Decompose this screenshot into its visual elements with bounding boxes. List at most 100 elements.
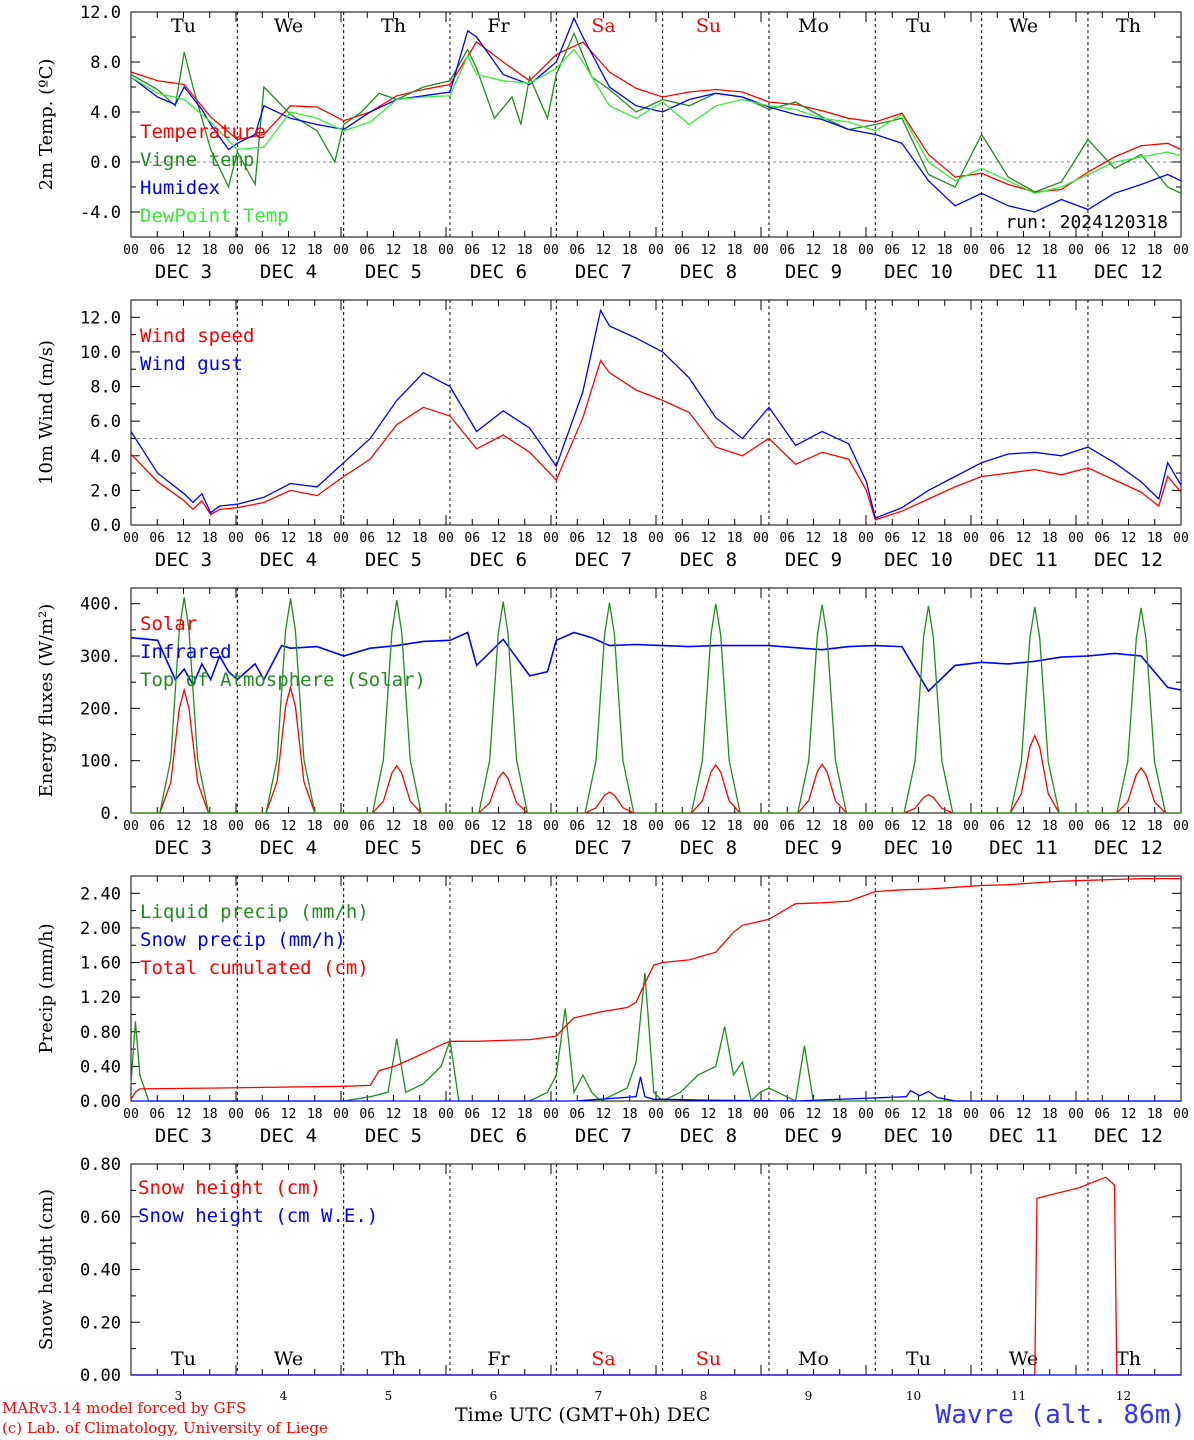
- hour-label: 06: [884, 243, 900, 258]
- hour-label: 06: [359, 243, 375, 258]
- hour-label: 18: [307, 531, 323, 546]
- legend-entry: Total cumulated (cm): [140, 957, 369, 979]
- hour-label: 06: [1094, 243, 1110, 258]
- hour-label: 00: [123, 819, 139, 834]
- date-label: DEC 9: [785, 549, 842, 571]
- date-label: DEC 6: [470, 1125, 527, 1147]
- date-label: DEC 5: [365, 1125, 422, 1147]
- date-label: DEC 10: [884, 837, 953, 859]
- series-line-snow-precip-mm-h-: [131, 1076, 1181, 1102]
- hour-label: 06: [254, 1107, 270, 1122]
- date-label: DEC 10: [884, 1125, 953, 1147]
- hour-label: 06: [884, 531, 900, 546]
- hour-label: 12: [596, 1107, 612, 1122]
- y-tick-label: 300.: [80, 647, 121, 667]
- y-tick-label: 12.0: [80, 3, 121, 23]
- hour-label: 12: [911, 243, 927, 258]
- date-label: DEC 11: [989, 549, 1058, 571]
- hour-label: 00: [228, 243, 244, 258]
- hour-label: 18: [622, 1107, 638, 1122]
- series-line-temperature: [130, 41, 1182, 193]
- hour-label: 18: [622, 243, 638, 258]
- y-tick-label: 0.80: [80, 1155, 121, 1175]
- hour-label: 18: [1042, 1107, 1058, 1122]
- hour-label: 12: [281, 1107, 297, 1122]
- day-name: Tu: [906, 1348, 931, 1370]
- day-name: We: [274, 15, 303, 37]
- y-axis-label: 2m Temp. (ºC): [36, 59, 57, 191]
- y-tick-label: 0.0: [90, 153, 121, 173]
- hour-label: 00: [858, 1107, 874, 1122]
- date-label: DEC 7: [575, 261, 632, 283]
- hour-label: 12: [806, 1107, 822, 1122]
- hour-label: 00: [438, 819, 454, 834]
- date-label: DEC 11: [989, 837, 1058, 859]
- hour-label: 00: [123, 243, 139, 258]
- date-label: DEC 8: [680, 549, 737, 571]
- date-label: DEC 9: [785, 837, 842, 859]
- hour-label: 12: [1121, 1107, 1137, 1122]
- y-tick-label: -4.0: [80, 203, 121, 223]
- legend-entry: Wind speed: [140, 325, 254, 347]
- day-name: We: [1009, 15, 1038, 37]
- hour-label: 18: [832, 531, 848, 546]
- day-number: 9: [805, 1389, 813, 1403]
- day-name: Su: [696, 1348, 721, 1370]
- hour-label: 12: [491, 243, 507, 258]
- hour-label: 06: [989, 1107, 1005, 1122]
- date-label: DEC 8: [680, 261, 737, 283]
- hour-label: 18: [412, 531, 428, 546]
- day-name: Fr: [487, 1348, 510, 1370]
- hour-label: 00: [1173, 243, 1189, 258]
- series-line-dewpoint-temp: [130, 48, 1182, 194]
- hour-label: 12: [701, 819, 717, 834]
- y-tick-label: 0.40: [80, 1057, 121, 1077]
- hour-label: 12: [281, 243, 297, 258]
- legend-entry: Vigne temp: [140, 149, 254, 171]
- hour-label: 06: [674, 243, 690, 258]
- legend-entry: Snow precip (mm/h): [140, 929, 346, 951]
- hour-label: 06: [884, 1107, 900, 1122]
- hour-label: 18: [937, 1107, 953, 1122]
- hour-label: 06: [254, 531, 270, 546]
- y-tick-label: 0.40: [80, 1261, 121, 1281]
- date-label: DEC 3: [155, 549, 212, 571]
- y-axis-label: Energy fluxes (W/m²): [36, 604, 57, 798]
- hour-label: 06: [989, 531, 1005, 546]
- hour-label: 06: [149, 1107, 165, 1122]
- hour-label: 00: [753, 819, 769, 834]
- day-number: 4: [280, 1389, 288, 1403]
- hour-label: 00: [1173, 1107, 1189, 1122]
- hour-label: 06: [464, 819, 480, 834]
- hour-label: 18: [1042, 243, 1058, 258]
- y-axis-label: Snow height (cm): [36, 1189, 57, 1350]
- date-label: DEC 3: [155, 261, 212, 283]
- hour-label: 00: [648, 243, 664, 258]
- day-name: We: [274, 1348, 303, 1370]
- hour-label: 18: [412, 1107, 428, 1122]
- date-label: DEC 4: [260, 549, 317, 571]
- day-number: 12: [1116, 1389, 1131, 1403]
- hour-label: 12: [176, 1107, 192, 1122]
- hour-label: 00: [1068, 1107, 1084, 1122]
- date-label: DEC 12: [1094, 549, 1163, 571]
- day-number: 7: [595, 1389, 603, 1403]
- hour-label: 06: [674, 531, 690, 546]
- hour-label: 06: [569, 1107, 585, 1122]
- y-tick-label: 0.0: [90, 516, 121, 536]
- legend-entry: Snow height (cm W.E.): [138, 1205, 378, 1227]
- hour-label: 00: [438, 243, 454, 258]
- series-line-top-of-atmosphere-solar-: [131, 597, 1181, 814]
- day-number: 8: [700, 1389, 708, 1403]
- date-label: DEC 11: [989, 261, 1058, 283]
- hour-label: 12: [176, 531, 192, 546]
- y-axis-label: Precip (mm/h): [36, 923, 57, 1053]
- hour-label: 06: [779, 1107, 795, 1122]
- hour-label: 12: [176, 819, 192, 834]
- hour-label: 12: [911, 531, 927, 546]
- hour-label: 00: [1068, 531, 1084, 546]
- hour-label: 18: [517, 1107, 533, 1122]
- y-tick-label: 8.0: [90, 53, 121, 73]
- hour-label: 12: [386, 1107, 402, 1122]
- day-name: Tu: [171, 15, 196, 37]
